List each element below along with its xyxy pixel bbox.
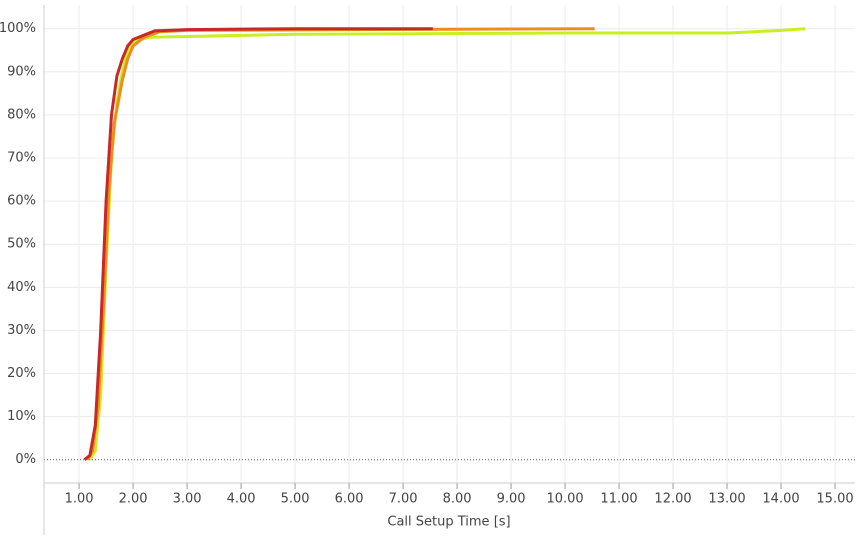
y-tick-label: 90% <box>7 64 36 79</box>
y-tick-label: 40% <box>7 280 36 295</box>
y-tick-label: 80% <box>7 107 36 122</box>
y-tick-label: 50% <box>7 237 36 252</box>
x-tick-label: 9.00 <box>497 492 526 507</box>
y-tick-label: 30% <box>7 323 36 338</box>
y-tick-label: 20% <box>7 366 36 381</box>
x-tick-label: 1.00 <box>65 492 94 507</box>
x-tick-label: 6.00 <box>335 492 364 507</box>
x-tick-label: 13.00 <box>708 492 745 507</box>
x-tick-label: 15.00 <box>816 492 853 507</box>
x-tick-label: 12.00 <box>654 492 691 507</box>
x-tick-label: 10.00 <box>546 492 583 507</box>
x-tick-label: 11.00 <box>600 492 637 507</box>
x-tick-label: 3.00 <box>173 492 202 507</box>
x-tick-label: 2.00 <box>119 492 148 507</box>
series-line <box>83 27 433 461</box>
y-tick-label: 60% <box>7 194 36 209</box>
x-tick-label: 4.00 <box>227 492 256 507</box>
x-tick-label: 5.00 <box>281 492 310 507</box>
x-tick-label: 7.00 <box>389 492 418 507</box>
x-tick-label: 8.00 <box>443 492 472 507</box>
y-tick-label: 100% <box>0 21 36 36</box>
y-tick-label: 0% <box>15 452 36 467</box>
x-tick-label: 14.00 <box>762 492 799 507</box>
y-tick-label: 70% <box>7 151 36 166</box>
x-axis-label: Call Setup Time [s] <box>387 515 510 530</box>
y-tick-label: 10% <box>7 409 36 424</box>
